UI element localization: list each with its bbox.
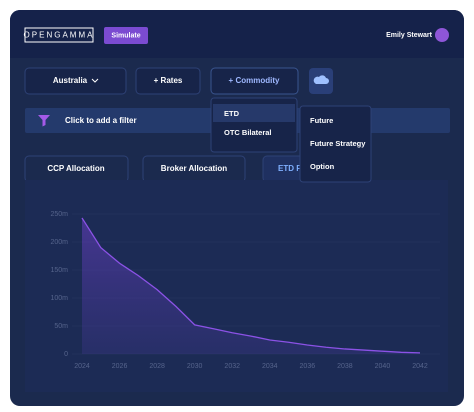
menu-item[interactable]: ETD — [224, 109, 240, 118]
cloud-icon — [313, 75, 329, 84]
y-tick-label: 0 — [64, 351, 68, 358]
chevron — [91, 78, 99, 83]
logo-text: OPENGAMMA — [24, 31, 95, 40]
x-tick-label: 2024 — [74, 363, 90, 370]
commodity-button[interactable] — [210, 67, 299, 95]
menu-highlight — [213, 104, 295, 122]
submenu-item[interactable]: Option — [310, 162, 335, 171]
x-tick-label: 2032 — [224, 363, 240, 370]
user-name[interactable]: Emily Stewart — [386, 32, 433, 39]
line — [81, 217, 421, 354]
avatar[interactable] — [435, 28, 449, 42]
tab-label[interactable]: ETD F — [278, 164, 301, 173]
y-tick-label: 150m — [50, 267, 68, 274]
chart: 0 50m 100m 150m 200m 250m 2024 2026 2028 2030 2032… — [50, 211, 440, 370]
x-tick-label: 2034 — [262, 363, 278, 370]
commodity-label[interactable]: + Commodity — [229, 76, 280, 85]
filter-icon — [38, 115, 50, 127]
x-tick-label: 2030 — [187, 363, 203, 370]
rates-button[interactable] — [135, 67, 201, 95]
x-tick-label: 2040 — [375, 363, 391, 370]
region-label[interactable]: Australia — [53, 76, 88, 85]
x-tick-label: 2038 — [337, 363, 353, 370]
simulate-label[interactable]: Simulate — [111, 32, 140, 39]
simulate-button[interactable] — [104, 27, 148, 44]
submenu-item[interactable]: Future — [310, 116, 333, 125]
y-tick-label: 100m — [50, 295, 68, 302]
x-tick-label: 2042 — [412, 363, 428, 370]
submenu — [299, 105, 372, 183]
tab-label[interactable]: CCP Allocation — [47, 164, 104, 173]
region-dropdown[interactable] — [24, 67, 127, 95]
x-tick-label: 2028 — [149, 363, 165, 370]
filter-placeholder[interactable]: Click to add a filter — [65, 116, 137, 125]
rates-label[interactable]: + Rates — [154, 76, 183, 85]
y-tick-label: 250m — [50, 211, 68, 218]
x-tick-label: 2036 — [300, 363, 316, 370]
menu-item[interactable]: OTC Bilateral — [224, 128, 272, 137]
submenu-item[interactable]: Future Strategy — [310, 139, 366, 148]
x-tick-label: 2026 — [112, 363, 128, 370]
top-bar — [10, 10, 464, 58]
tab-label[interactable]: Broker Allocation — [161, 164, 227, 173]
y-tick-label: 200m — [50, 239, 68, 246]
logo — [24, 27, 94, 43]
area — [82, 217, 420, 354]
y-tick-label: 50m — [54, 323, 68, 330]
